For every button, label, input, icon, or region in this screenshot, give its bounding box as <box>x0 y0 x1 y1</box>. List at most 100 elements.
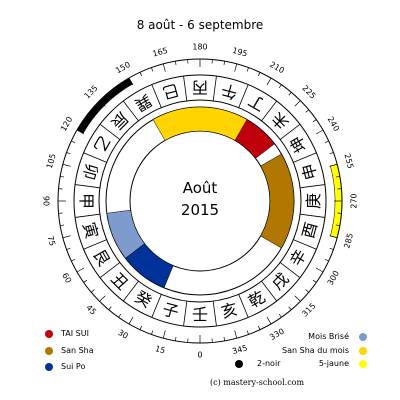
tick-165 <box>162 63 166 72</box>
degree-label: 210 <box>268 60 286 75</box>
tick-170 <box>174 61 177 66</box>
tick-75 <box>62 235 71 239</box>
tick-15 <box>162 330 166 339</box>
legend-label-san-sha: San Sha <box>61 346 94 355</box>
legend-item-tai-sui: TAI SUI <box>45 329 89 338</box>
legend-label-tai-sui: TAI SUI <box>61 329 89 338</box>
legend-item-san-sha-du-mois: San Sha du mois <box>282 346 367 355</box>
tick-290 <box>329 247 334 250</box>
tick-305 <box>312 279 317 283</box>
legend-label-mois-brise: Mois Brisé <box>308 332 349 341</box>
mountain-divider <box>212 301 217 326</box>
mountain-divider <box>122 100 139 122</box>
mountain-label: 甲 <box>77 193 96 209</box>
tick-150 <box>128 77 134 86</box>
tick-60 <box>76 267 85 273</box>
tick-345 <box>234 330 238 339</box>
tick-110 <box>66 152 71 155</box>
mountain-label: 寅 <box>79 220 101 240</box>
sector-san-sha-du-mois <box>152 106 248 141</box>
mountain-divider <box>122 280 139 302</box>
tick-250 <box>329 152 334 155</box>
tick-65 <box>71 259 76 262</box>
degree-label: 90 <box>42 196 51 206</box>
degree-label: 195 <box>231 46 248 59</box>
mountain-label: 申 <box>298 161 320 181</box>
mountain-divider <box>238 84 249 108</box>
tick-340 <box>246 330 249 335</box>
tick-70 <box>66 247 71 250</box>
sui-po-dot <box>45 362 53 371</box>
tick-260 <box>335 175 340 178</box>
degree-label: 150 <box>114 60 132 75</box>
sector-mois-brisé <box>106 209 145 259</box>
mountain-label: 亥 <box>219 299 239 321</box>
legend-item-sui-po: Sui Po <box>45 362 85 371</box>
mountain-divider <box>99 262 121 279</box>
mountain-divider <box>261 280 278 302</box>
degree-label: 120 <box>59 115 74 133</box>
mois-brise-dot <box>359 332 367 341</box>
legend-item-2-noir: 2-noir <box>235 359 280 368</box>
mountain-divider <box>300 213 325 218</box>
mountain-label: 乙 <box>89 133 113 156</box>
tick-10 <box>174 336 177 341</box>
mountain-label: 子 <box>160 299 180 321</box>
san-sha-dot <box>45 346 53 355</box>
legend-label-2-noir: 2-noir <box>257 359 281 368</box>
mountain-label: 酉 <box>298 220 320 240</box>
mountain-divider <box>83 239 107 250</box>
tick-255 <box>329 163 338 167</box>
mountain-divider <box>151 294 162 318</box>
degree-label: 285 <box>342 232 355 249</box>
tick-215 <box>278 84 282 89</box>
mountain-label: 坤 <box>286 133 310 156</box>
5-jaune-dot <box>359 359 367 368</box>
sector-san-sha <box>260 153 295 249</box>
degree-label: 270 <box>350 193 359 208</box>
mountain-label: 艮 <box>89 246 113 269</box>
center-month: Août <box>183 179 218 197</box>
2-noir-dot <box>235 359 243 368</box>
mountain-label: 丁 <box>245 90 268 114</box>
degree-label: 330 <box>268 327 286 342</box>
tick-155 <box>139 72 142 77</box>
mountain-divider <box>183 301 188 326</box>
mountain-label: 卯 <box>79 161 101 181</box>
degree-label: 300 <box>326 269 341 287</box>
tick-30 <box>128 316 134 325</box>
tick-300 <box>315 267 324 273</box>
tick-280 <box>335 224 340 227</box>
degree-label: 255 <box>342 153 355 170</box>
tick-295 <box>324 259 329 262</box>
legend-label-san-sha-du-mois: San Sha du mois <box>282 346 349 355</box>
mountain-label: 午 <box>219 80 239 102</box>
degree-label: 240 <box>326 115 341 133</box>
ring-2 <box>98 99 302 303</box>
mountain-divider <box>300 184 325 189</box>
tick-335 <box>258 325 261 330</box>
degree-label: 135 <box>83 84 100 101</box>
degree-ticks <box>58 59 342 343</box>
tick-130 <box>90 109 95 113</box>
mountain-dividers <box>75 76 325 326</box>
tai-sui-dot <box>45 329 53 338</box>
tick-350 <box>223 336 226 341</box>
tick-200 <box>246 67 249 72</box>
tick-135 <box>99 100 106 107</box>
tick-330 <box>266 316 272 325</box>
tick-225 <box>294 100 301 107</box>
mountain-label: 巳 <box>160 80 180 102</box>
mountain-divider <box>279 262 301 279</box>
tick-40 <box>108 306 112 311</box>
mountain-divider <box>279 123 301 140</box>
degree-label: 15 <box>154 344 166 355</box>
tick-55 <box>83 279 88 283</box>
tick-45 <box>99 295 106 302</box>
mountain-divider <box>293 239 317 250</box>
tick-35 <box>118 313 122 318</box>
degree-label: 315 <box>300 301 317 318</box>
mountain-divider <box>151 84 162 108</box>
degree-label: 105 <box>45 153 58 170</box>
